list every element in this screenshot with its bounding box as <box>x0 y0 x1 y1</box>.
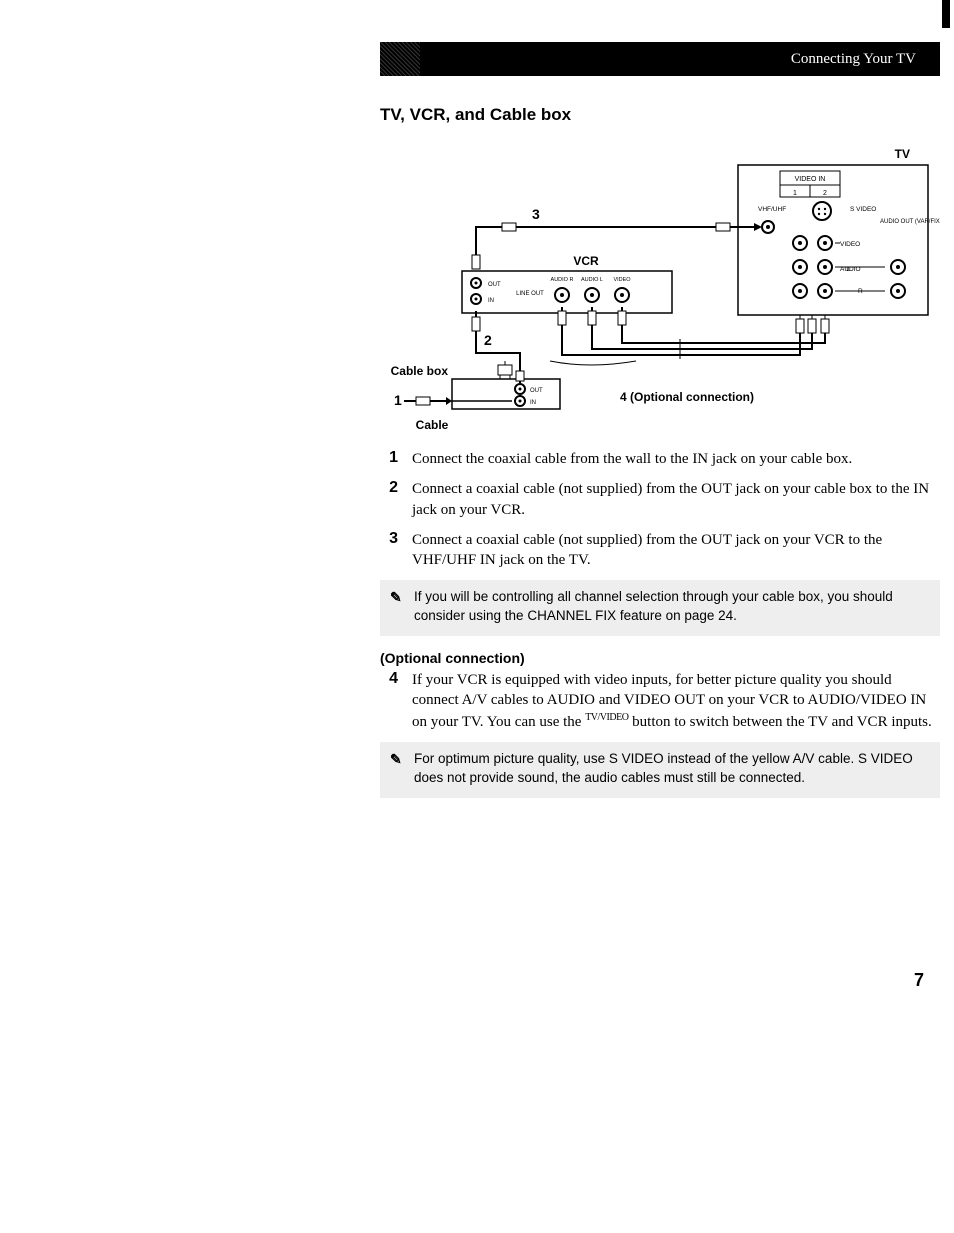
svg-text:AUDIO L: AUDIO L <box>581 277 603 283</box>
chapter-header-label: Connecting Your TV <box>791 51 916 68</box>
step-number: 2 <box>380 479 398 520</box>
header-texture <box>380 42 420 76</box>
note-icon: ✎ <box>390 750 402 770</box>
page-content: TV, VCR, and Cable box TV VIDEO IN 1 2 V… <box>380 105 940 812</box>
connection-4-optional: 4 (Optional connection) <box>550 307 829 404</box>
cablebox-label: Cable box <box>391 364 449 378</box>
svg-text:S VIDEO: S VIDEO <box>850 206 876 213</box>
svg-text:OUT: OUT <box>488 282 501 288</box>
step-number: 1 <box>380 449 398 469</box>
svg-text:IN: IN <box>530 400 536 406</box>
step-4: 4 If your VCR is equipped with video inp… <box>380 670 940 732</box>
svg-text:1: 1 <box>793 190 797 197</box>
svg-text:VIDEO: VIDEO <box>613 277 631 283</box>
note-icon: ✎ <box>390 588 402 608</box>
step-3: 3 Connect a coaxial cable (not supplied)… <box>380 530 940 571</box>
svg-text:1: 1 <box>394 392 402 408</box>
step-number: 4 <box>380 670 398 732</box>
tv-label: TV <box>895 147 910 161</box>
page-edge-mark <box>942 0 950 28</box>
step-text: If your VCR is equipped with video input… <box>412 670 940 732</box>
svg-text:AUDIO R: AUDIO R <box>551 277 574 283</box>
step-1: 1 Connect the coaxial cable from the wal… <box>380 449 940 469</box>
svg-text:VIDEO IN: VIDEO IN <box>795 176 826 183</box>
tv-video-button-icon: TV/VIDEO <box>585 712 628 723</box>
step-text: Connect a coaxial cable (not supplied) f… <box>412 479 940 520</box>
svg-text:OUT: OUT <box>530 388 543 394</box>
step-text: Connect a coaxial cable (not supplied) f… <box>412 530 940 571</box>
connection-diagram: TV VIDEO IN 1 2 VHF/UHF S VIDEO <box>380 143 940 433</box>
note-svideo: ✎ For optimum picture quality, use S VID… <box>380 742 940 798</box>
step-text: Connect the coaxial cable from the wall … <box>412 449 940 469</box>
step-number: 3 <box>380 530 398 571</box>
steps-list: 1 Connect the coaxial cable from the wal… <box>380 449 940 570</box>
cablebox-panel: OUT IN <box>452 361 560 409</box>
svg-text:IN: IN <box>488 298 494 304</box>
connection-3: 3 <box>472 206 762 269</box>
svg-text:VHF/UHF: VHF/UHF <box>758 206 786 213</box>
note-text: If you will be controlling all channel s… <box>414 589 893 623</box>
vcr-panel: OUT IN LINE OUT AUDIO R AUDIO L VIDEO <box>462 271 672 313</box>
connection-1: 1 <box>394 392 512 408</box>
note-text: For optimum picture quality, use S VIDEO… <box>414 751 913 785</box>
chapter-header: Connecting Your TV <box>380 42 940 76</box>
svg-text:AUDIO OUT (VAR/FIX): AUDIO OUT (VAR/FIX) <box>880 219 940 225</box>
optional-connection-heading: (Optional connection) <box>380 650 940 666</box>
section-title: TV, VCR, and Cable box <box>380 105 940 125</box>
vcr-label: VCR <box>573 254 599 268</box>
page-number: 7 <box>914 970 924 991</box>
svg-text:VIDEO: VIDEO <box>840 241 860 248</box>
step-2: 2 Connect a coaxial cable (not supplied)… <box>380 479 940 520</box>
svg-text:2: 2 <box>823 190 827 197</box>
svg-text:3: 3 <box>532 206 540 222</box>
note-channel-fix: ✎ If you will be controlling all channel… <box>380 580 940 636</box>
tv-panel: VIDEO IN 1 2 VHF/UHF S VIDEO AUDIO OUT (… <box>738 165 940 315</box>
cable-label: Cable <box>416 418 449 432</box>
svg-text:4 (Optional connection): 4 (Optional connection) <box>620 390 754 404</box>
step4-text-b: button to switch between the TV and VCR … <box>628 714 931 730</box>
svg-text:LINE OUT: LINE OUT <box>516 291 544 297</box>
svg-text:2: 2 <box>484 332 492 348</box>
